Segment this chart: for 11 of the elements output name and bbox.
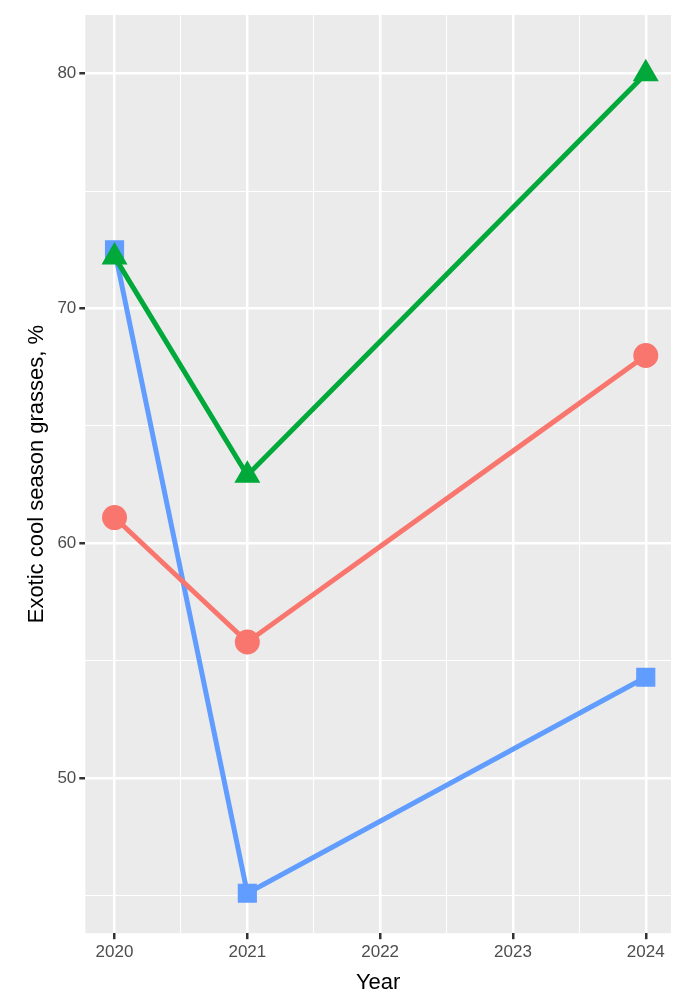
x-tick-label: 2023 [494, 942, 532, 962]
y-axis-title: Exotic cool season grasses, % [23, 324, 49, 624]
x-tick-label: 2022 [361, 942, 400, 962]
y-tick-label: 50 [57, 767, 77, 787]
y-tick-label: 70 [57, 298, 77, 318]
x-tick-label: 2024 [626, 942, 665, 962]
x-axis-title: Year [355, 968, 401, 994]
x-tick-label: 2020 [95, 942, 134, 962]
y-tick-label: 60 [57, 533, 77, 553]
y-tick-label: 80 [57, 63, 77, 83]
x-tick-label: 2021 [228, 942, 267, 962]
